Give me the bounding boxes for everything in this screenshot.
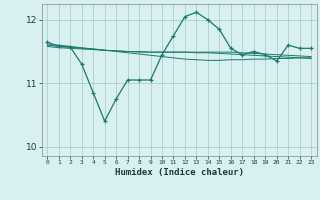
X-axis label: Humidex (Indice chaleur): Humidex (Indice chaleur) [115, 168, 244, 177]
